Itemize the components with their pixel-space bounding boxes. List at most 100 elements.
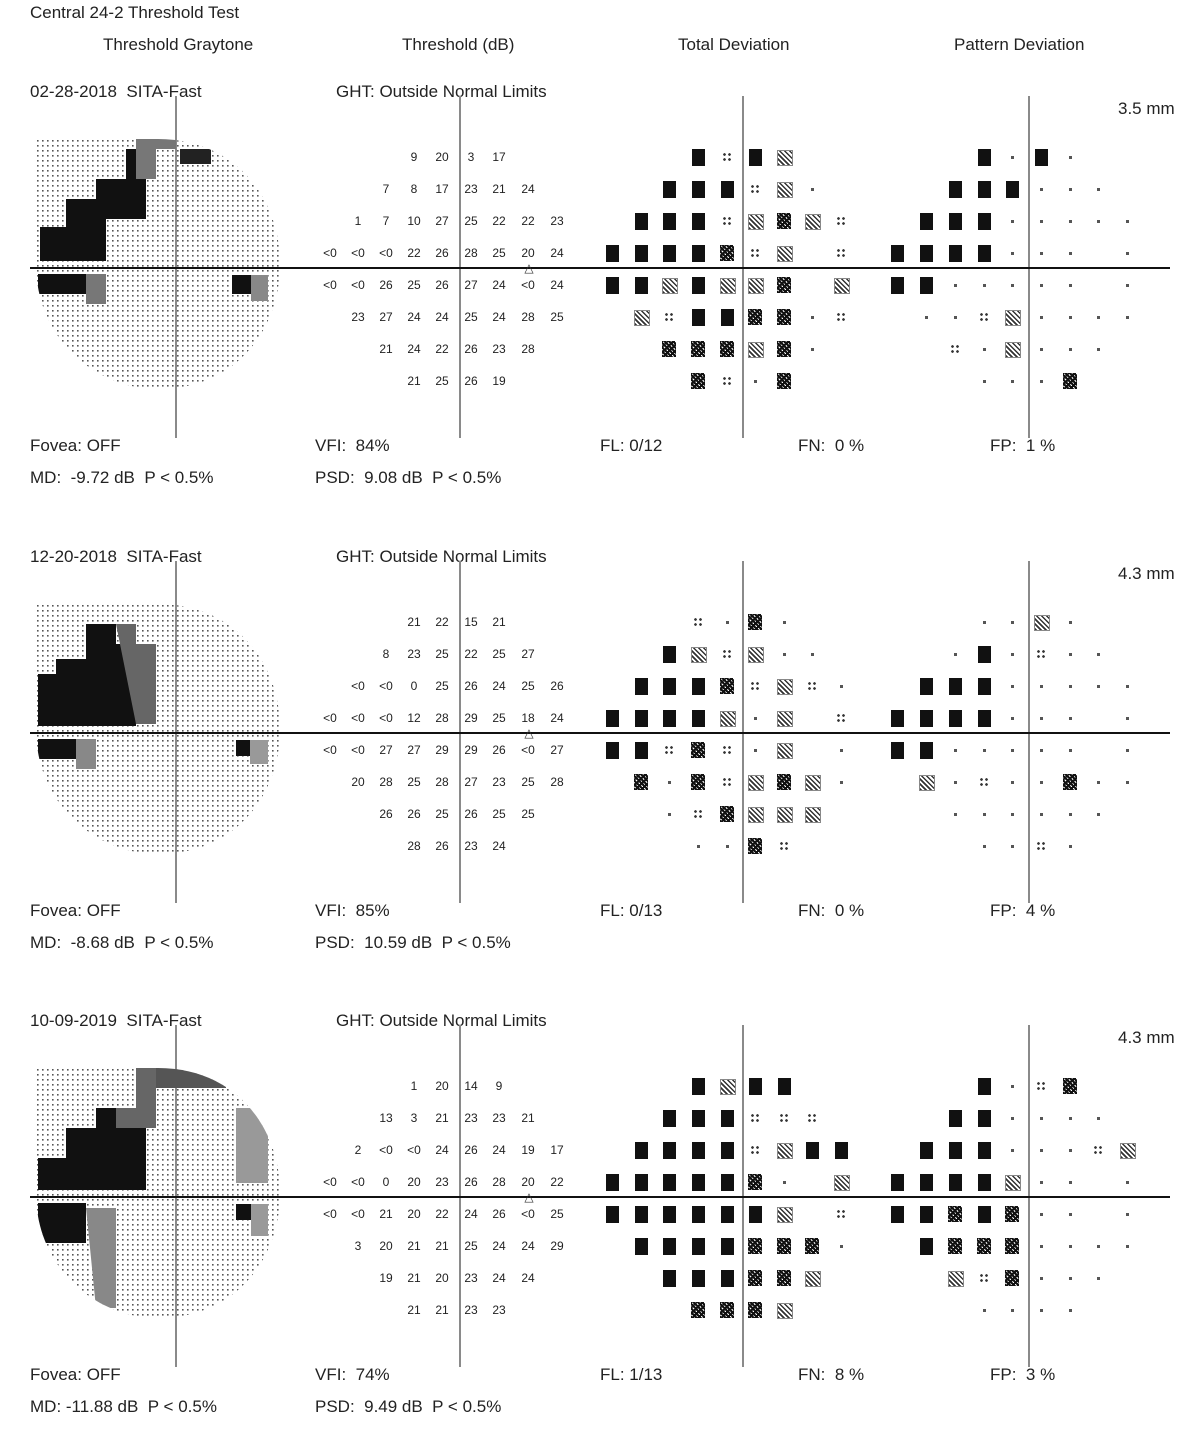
total-deviation-symbol-black-square-icon xyxy=(606,245,619,262)
pattern-deviation-symbol-four-dot-icon xyxy=(1036,841,1046,851)
threshold-value: 1 xyxy=(410,1079,418,1093)
pattern-deviation-symbol-single-dot-icon xyxy=(1069,813,1072,816)
threshold-value: 27 xyxy=(379,743,393,757)
pattern-deviation-symbol-single-dot-icon xyxy=(1069,348,1072,351)
threshold-value: 25 xyxy=(435,679,449,693)
total-deviation-symbol-single-dot-icon xyxy=(726,845,729,848)
pattern-deviation-symbol-four-dot-icon xyxy=(950,344,960,354)
pattern-deviation-symbol-dense-hatch-icon xyxy=(977,1238,991,1254)
fixation-losses: FL: 1/13 xyxy=(600,1365,663,1384)
threshold-value: 28 xyxy=(464,246,478,260)
total-deviation-symbol-single-dot-icon xyxy=(840,749,843,752)
total-deviation-symbol-black-square-icon xyxy=(663,710,676,727)
threshold-value: 27 xyxy=(379,310,393,324)
total-deviation-symbol-four-dot-icon xyxy=(750,184,760,194)
pattern-deviation-symbol-single-dot-icon xyxy=(1040,749,1043,752)
total-deviation-symbol-cross-hatch-icon xyxy=(748,214,764,230)
horizontal-meridian xyxy=(30,732,1170,734)
pattern-deviation-symbol-black-square-icon xyxy=(949,678,962,695)
pattern-deviation-symbol-single-dot-icon xyxy=(1011,380,1014,383)
threshold-value: 20 xyxy=(379,1239,393,1253)
threshold-value: 26 xyxy=(492,743,506,757)
threshold-value: 20 xyxy=(435,150,449,164)
total-deviation-symbol-dense-hatch-icon xyxy=(748,1238,762,1254)
threshold-value: 29 xyxy=(464,711,478,725)
pattern-deviation-symbol-black-square-icon xyxy=(920,742,933,759)
total-deviation-symbol-cross-hatch-icon xyxy=(805,775,821,791)
threshold-value: 23 xyxy=(464,1111,478,1125)
pattern-deviation-symbol-single-dot-icon xyxy=(954,813,957,816)
pattern-deviation-symbol-single-dot-icon xyxy=(1097,1245,1100,1248)
total-deviation-symbol-four-dot-icon xyxy=(750,1113,760,1123)
pattern-deviation-symbol-single-dot-icon xyxy=(983,1309,986,1312)
pattern-deviation-symbol-single-dot-icon xyxy=(1069,845,1072,848)
threshold-value: 20 xyxy=(351,775,365,789)
threshold-value: 0 xyxy=(382,1175,390,1189)
threshold-value: 21 xyxy=(407,374,421,388)
total-deviation-symbol-dense-hatch-icon xyxy=(720,806,734,822)
threshold-value: 27 xyxy=(464,278,478,292)
total-deviation-symbol-cross-hatch-icon xyxy=(662,278,678,294)
total-deviation-symbol-single-dot-icon xyxy=(668,781,671,784)
total-deviation-symbol-cross-hatch-icon xyxy=(777,711,793,727)
total-deviation-symbol-single-dot-icon xyxy=(811,348,814,351)
pattern-deviation-symbol-single-dot-icon xyxy=(954,749,957,752)
pattern-deviation-symbol-single-dot-icon xyxy=(1126,1213,1129,1216)
total-deviation-symbol-dense-hatch-icon xyxy=(634,774,648,790)
column-header-total-deviation: Total Deviation xyxy=(678,35,790,54)
threshold-value: 22 xyxy=(521,214,535,228)
pupil-diameter: 3.5 mm xyxy=(1118,99,1175,118)
false-negatives: FN: 0 % xyxy=(798,901,865,920)
pattern-deviation-symbol-single-dot-icon xyxy=(954,653,957,656)
pattern-deviation-symbol-single-dot-icon xyxy=(954,316,957,319)
total-deviation-symbol-cross-hatch-icon xyxy=(720,278,736,294)
total-deviation-symbol-black-square-icon xyxy=(692,1270,705,1287)
pattern-deviation-symbol-single-dot-icon xyxy=(983,749,986,752)
total-deviation-symbol-dense-hatch-icon xyxy=(662,341,676,357)
total-deviation-symbol-black-square-icon xyxy=(721,1142,734,1159)
threshold-value: 24 xyxy=(550,246,564,260)
pattern-deviation-symbol-single-dot-icon xyxy=(1011,284,1014,287)
threshold-value: <0 xyxy=(351,679,365,693)
total-deviation-symbol-four-dot-icon xyxy=(836,312,846,322)
threshold-value: <0 xyxy=(351,711,365,725)
threshold-value: 24 xyxy=(464,1207,478,1221)
pattern-deviation-symbol-cross-hatch-icon xyxy=(1034,615,1050,631)
total-deviation-symbol-four-dot-icon xyxy=(750,1145,760,1155)
threshold-value: <0 xyxy=(379,1143,393,1157)
threshold-value: 21 xyxy=(379,342,393,356)
total-deviation-symbol-four-dot-icon xyxy=(693,809,703,819)
mean-deviation: MD: -11.88 dB P < 0.5% xyxy=(30,1397,217,1416)
column-header-pattern-deviation: Pattern Deviation xyxy=(954,35,1085,54)
total-deviation-symbol-dense-hatch-icon xyxy=(777,309,791,325)
total-deviation-symbol-black-square-icon xyxy=(635,1206,648,1223)
threshold-value: 20 xyxy=(521,1175,535,1189)
threshold-value: 25 xyxy=(492,647,506,661)
total-deviation-symbol-four-dot-icon xyxy=(722,745,732,755)
total-deviation-symbol-black-square-icon xyxy=(635,710,648,727)
total-deviation-symbol-cross-hatch-icon xyxy=(720,711,736,727)
pattern-deviation-symbol-single-dot-icon xyxy=(925,316,928,319)
threshold-value: 25 xyxy=(550,1207,564,1221)
threshold-value: 26 xyxy=(464,342,478,356)
threshold-value: <0 xyxy=(521,278,535,292)
threshold-value: <0 xyxy=(351,1207,365,1221)
test-panel: 12-20-2018 SITA-Fast GHT: Outside Normal … xyxy=(0,465,1200,952)
total-deviation-symbol-cross-hatch-icon xyxy=(805,214,821,230)
threshold-value: 18 xyxy=(521,711,535,725)
threshold-value: 29 xyxy=(435,743,449,757)
threshold-graytone-plot xyxy=(36,1068,280,1318)
threshold-value: 3 xyxy=(410,1111,418,1125)
total-deviation-symbol-single-dot-icon xyxy=(811,316,814,319)
total-deviation-symbol-black-square-icon xyxy=(749,149,762,166)
test-date-strategy: 02-28-2018 SITA-Fast xyxy=(30,82,202,101)
mean-deviation: MD: -9.72 dB P < 0.5% xyxy=(30,468,214,487)
pattern-deviation-symbol-black-square-icon xyxy=(949,1142,962,1159)
threshold-value: 9 xyxy=(495,1079,503,1093)
pattern-deviation-symbol-single-dot-icon xyxy=(1097,1117,1100,1120)
blind-spot-triangle-icon: △ xyxy=(524,726,534,740)
total-deviation-symbol-black-square-icon xyxy=(635,742,648,759)
total-deviation-symbol-cross-hatch-icon xyxy=(805,807,821,823)
threshold-value: <0 xyxy=(351,278,365,292)
pattern-deviation-symbol-black-square-icon xyxy=(949,213,962,230)
